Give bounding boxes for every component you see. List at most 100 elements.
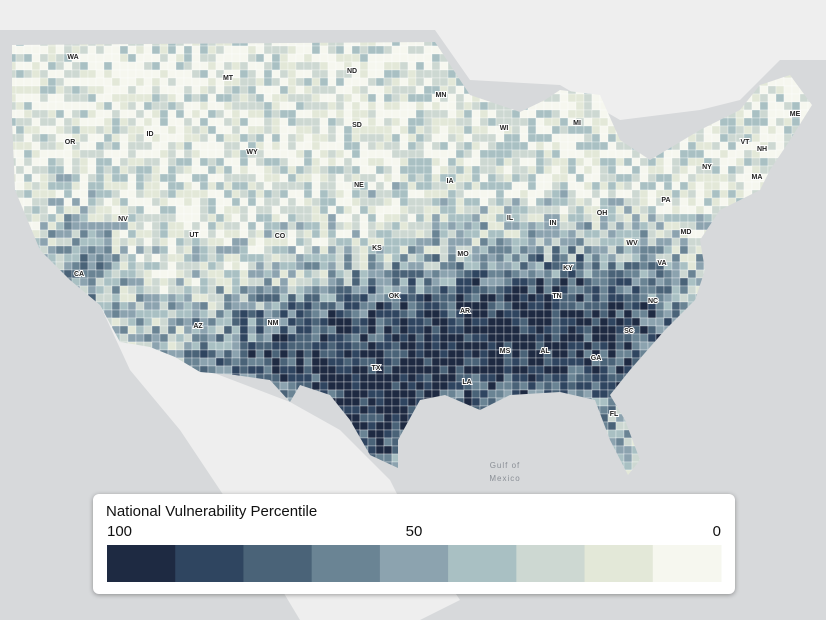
county <box>63 237 73 247</box>
county <box>215 165 225 175</box>
county <box>575 213 585 223</box>
county <box>231 357 241 367</box>
county <box>527 109 537 119</box>
county <box>463 109 473 119</box>
county <box>231 133 241 143</box>
county <box>255 61 265 71</box>
county <box>575 221 585 231</box>
county <box>703 189 713 199</box>
county <box>719 165 729 175</box>
county <box>455 85 465 95</box>
county <box>487 125 497 135</box>
county <box>479 253 489 263</box>
county <box>119 125 129 135</box>
county <box>447 333 457 343</box>
county <box>711 197 721 207</box>
county <box>767 109 777 119</box>
county <box>111 253 121 263</box>
county <box>591 125 601 135</box>
county <box>167 293 177 303</box>
county <box>39 173 49 183</box>
county <box>399 413 409 423</box>
county <box>407 109 417 119</box>
county <box>127 229 137 239</box>
county <box>63 117 73 127</box>
county <box>215 173 225 183</box>
county <box>223 357 233 367</box>
county <box>599 221 609 231</box>
county <box>463 229 473 239</box>
county <box>31 45 41 55</box>
county <box>391 317 401 327</box>
county <box>31 117 41 127</box>
county <box>495 317 505 327</box>
county <box>615 165 625 175</box>
county <box>359 341 369 351</box>
county <box>495 309 505 319</box>
county <box>55 45 65 55</box>
county <box>15 53 25 63</box>
county <box>47 101 57 111</box>
county <box>407 53 417 63</box>
county <box>263 285 273 295</box>
county <box>191 53 201 63</box>
county <box>399 317 409 327</box>
county <box>647 221 657 231</box>
county <box>583 325 593 335</box>
county <box>519 341 529 351</box>
county <box>223 181 233 191</box>
county <box>583 389 593 399</box>
county <box>239 325 249 335</box>
county <box>47 213 57 223</box>
county <box>671 189 681 199</box>
county <box>15 149 25 159</box>
county <box>271 93 281 103</box>
county <box>535 229 545 239</box>
county <box>399 293 409 303</box>
county <box>287 197 297 207</box>
county <box>583 133 593 143</box>
county <box>159 53 169 63</box>
county <box>295 365 305 375</box>
county <box>447 245 457 255</box>
county <box>543 173 553 183</box>
county <box>287 101 297 111</box>
county <box>223 245 233 255</box>
county <box>223 365 233 375</box>
county <box>87 133 97 143</box>
county <box>519 357 529 367</box>
county <box>679 181 689 191</box>
county <box>463 341 473 351</box>
county <box>167 117 177 127</box>
county <box>407 237 417 247</box>
county <box>527 245 537 255</box>
county <box>383 357 393 367</box>
county <box>447 357 457 367</box>
county <box>727 173 737 183</box>
county <box>303 317 313 327</box>
county <box>175 133 185 143</box>
county <box>135 189 145 199</box>
county <box>671 165 681 175</box>
county <box>399 197 409 207</box>
county <box>359 205 369 215</box>
county <box>47 229 57 239</box>
county <box>311 165 321 175</box>
county <box>407 333 417 343</box>
county <box>295 349 305 359</box>
county <box>191 349 201 359</box>
county <box>599 309 609 319</box>
county <box>143 109 153 119</box>
county <box>23 173 33 183</box>
county <box>199 357 209 367</box>
county <box>239 61 249 71</box>
county <box>519 365 529 375</box>
county <box>647 253 657 263</box>
county <box>111 293 121 303</box>
county <box>567 309 577 319</box>
county <box>175 349 185 359</box>
county <box>167 93 177 103</box>
county <box>151 45 161 55</box>
county <box>591 221 601 231</box>
county <box>535 213 545 223</box>
